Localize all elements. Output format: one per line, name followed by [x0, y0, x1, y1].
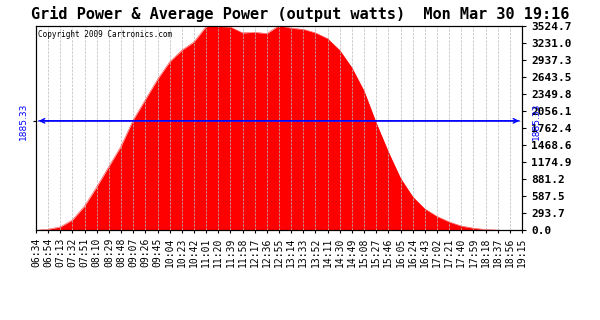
- Text: 1885.33: 1885.33: [532, 102, 541, 140]
- Text: Copyright 2009 Cartronics.com: Copyright 2009 Cartronics.com: [38, 30, 173, 39]
- Text: Grid Power & Average Power (output watts)  Mon Mar 30 19:16: Grid Power & Average Power (output watts…: [31, 6, 569, 22]
